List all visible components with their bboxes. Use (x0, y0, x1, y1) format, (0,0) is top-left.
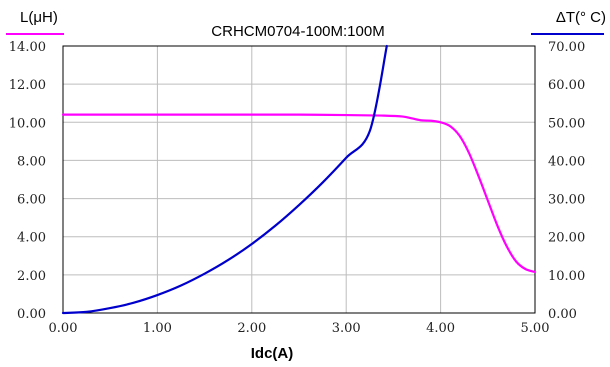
y-right-tick-label: 0.00 (548, 307, 577, 322)
x-tick-label: 4.00 (426, 321, 455, 336)
y-left-tick-label: 4.00 (17, 231, 46, 246)
y-right-tick-label: 50.00 (548, 116, 585, 131)
x-tick-label: 1.00 (143, 321, 172, 336)
ticks-layer: 0.00 1.00 2.00 3.00 4.00 5.000.002.004.006.00… (9, 40, 585, 336)
y-left-tick-label: 8.00 (17, 154, 46, 169)
x-tick-label: 2.00 (237, 321, 266, 336)
temperature-rise-line (61, 44, 388, 315)
right-axis-label: ΔT(° C) (556, 9, 606, 26)
y-left-tick-label: 12.00 (9, 78, 46, 93)
grid (62, 45, 536, 314)
y-right-tick-label: 70.00 (548, 40, 585, 55)
chart-title: CRHCM0704-100M:100M (211, 23, 384, 40)
x-tick-label: 0.00 (49, 321, 78, 336)
inductance-line (61, 113, 537, 274)
left-axis-label: L(μH) (20, 9, 58, 26)
y-left-tick-label: 10.00 (9, 116, 46, 131)
y-left-tick-label: 14.00 (9, 40, 46, 55)
plot-frame (62, 45, 536, 314)
y-left-tick-label: 6.00 (17, 193, 46, 208)
y-right-tick-label: 40.00 (548, 154, 585, 169)
y-left-tick-label: 2.00 (17, 269, 46, 284)
x-axis-label: Idc(A) (251, 345, 294, 362)
series-layer (61, 44, 537, 315)
x-tick-label: 3.00 (332, 321, 361, 336)
y-right-tick-label: 30.00 (548, 193, 585, 208)
y-right-tick-label: 20.00 (548, 231, 585, 246)
y-left-tick-label: 0.00 (17, 307, 46, 322)
y-right-tick-label: 60.00 (548, 78, 585, 93)
y-right-tick-label: 10.00 (548, 269, 585, 284)
x-tick-label: 5.00 (521, 321, 550, 336)
